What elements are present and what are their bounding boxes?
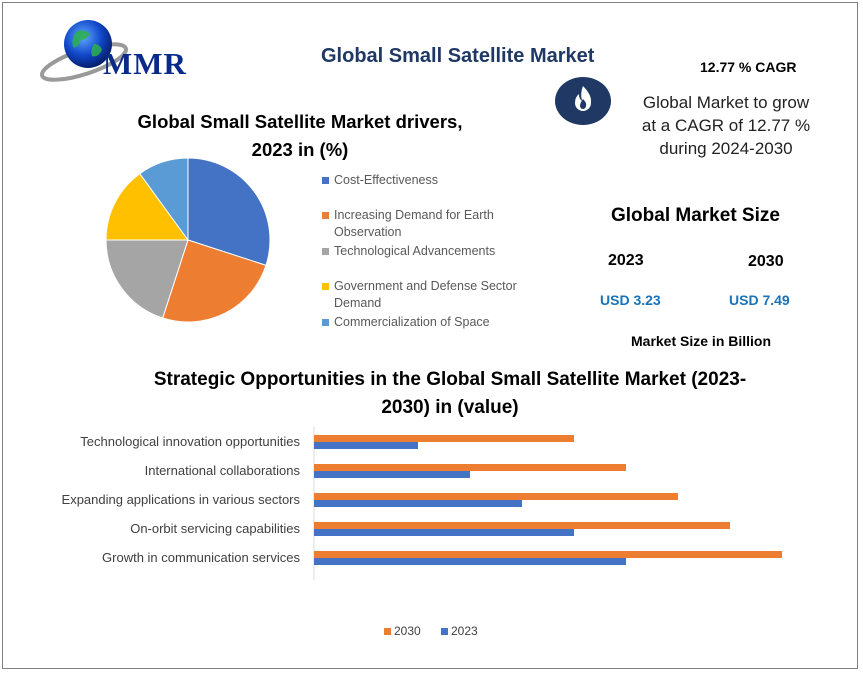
pie-slice (105, 172, 189, 241)
pie-slice (187, 157, 271, 266)
bar-category-label: Expanding applications in various sector… (61, 492, 300, 507)
pie-legend: Cost-Effectiveness Increasing Demand for … (322, 172, 552, 342)
pie-chart (105, 157, 271, 323)
bar-legend: 2030 2023 (384, 624, 584, 640)
bar-title-line: 2030) in (value) (381, 397, 519, 418)
mmr-logo (39, 20, 129, 82)
pie-slice (105, 239, 189, 319)
bar-chart-title: Strategic Opportunities in the Global Sm… (110, 366, 790, 422)
bar-category-label: Technological innovation opportunities (80, 434, 300, 449)
bar-legend-label: 2030 (394, 624, 421, 638)
pie-title-line: 2023 in (%) (251, 139, 349, 160)
market-size-unit: Market Size in Billion (631, 333, 772, 349)
page-title: Global Small Satellite Market (321, 45, 595, 67)
market-size-title: Global Market Size (611, 205, 780, 226)
flame-icon (555, 77, 611, 125)
pie-slice (139, 157, 189, 242)
cagr-line: Global Market to grow (642, 93, 810, 112)
bar-2030 (314, 551, 782, 558)
bar-2023 (314, 442, 418, 449)
bar-2023 (314, 558, 626, 565)
legend-label: Commercialization of Space (334, 315, 490, 329)
pie-slice (162, 239, 267, 323)
pie-chart-title: Global Small Satellite Market drivers, 2… (110, 108, 490, 164)
market-size-value-2030: USD 7.49 (729, 292, 790, 308)
legend-swatch (322, 248, 329, 255)
market-size-year-2023: 2023 (608, 252, 644, 269)
pie-legend-item: Commercialization of Space (322, 314, 554, 331)
legend-swatch (322, 319, 329, 326)
legend-swatch (384, 628, 391, 635)
legend-label: Increasing Demand for Earth Observation (334, 208, 494, 239)
bar-legend-label: 2023 (451, 624, 478, 638)
bar-category-label: Growth in communication services (102, 550, 300, 565)
pie-legend-item: Government and Defense Sector Demand (322, 278, 554, 312)
bar-2030 (314, 493, 678, 500)
pie-legend-item: Technological Advancements (322, 243, 554, 260)
market-size-year-2030: 2030 (748, 253, 784, 270)
pie-legend-item: Increasing Demand for Earth Observation (322, 207, 554, 241)
bar-2030 (314, 435, 574, 442)
legend-swatch (322, 283, 329, 290)
bar-category-labels: Technological innovation opportunities In… (0, 425, 310, 585)
bar-2030 (314, 464, 626, 471)
pie-legend-item: Cost-Effectiveness (322, 172, 554, 189)
pie-title-line: Global Small Satellite Market drivers, (137, 111, 463, 132)
legend-swatch (322, 212, 329, 219)
cagr-line: at a CAGR of 12.77 % (641, 116, 811, 135)
cagr-description: Global Market to grow at a CAGR of 12.77… (611, 91, 841, 160)
bar-2023 (314, 500, 522, 507)
legend-swatch (322, 177, 329, 184)
bar-category-label: International collaborations (144, 463, 300, 478)
legend-label: Technological Advancements (334, 244, 496, 258)
bar-category-label: On-orbit servicing capabilities (130, 521, 300, 536)
cagr-line: during 2024-2030 (659, 139, 793, 158)
bar-title-line: Strategic Opportunities in the Global Sm… (153, 369, 747, 390)
legend-label: Cost-Effectiveness (334, 173, 438, 187)
legend-label: Government and Defense Sector Demand (334, 279, 517, 310)
market-size-value-2023: USD 3.23 (600, 292, 661, 308)
legend-swatch (441, 628, 448, 635)
bar-2023 (314, 529, 574, 536)
bar-2023 (314, 471, 470, 478)
bar-2030 (314, 522, 730, 529)
cagr-heading: 12.77 % CAGR (700, 59, 797, 75)
bar-chart (313, 427, 782, 580)
logo-text: MMR (103, 46, 187, 81)
